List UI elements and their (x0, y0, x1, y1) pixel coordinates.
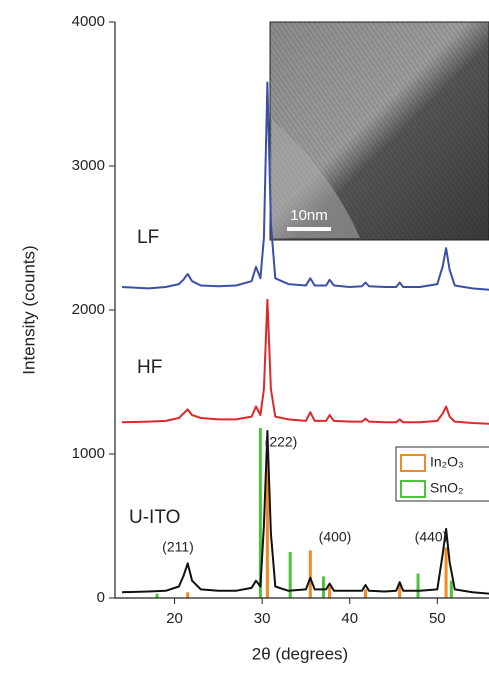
reference-stick (322, 576, 325, 598)
y-tick-label: 3000 (72, 157, 105, 174)
x-axis-label: 2θ (degrees) (252, 644, 348, 663)
x-tick-label: 20 (166, 610, 183, 627)
series-label: LF (137, 227, 159, 248)
y-tick-label: 2000 (72, 301, 105, 318)
x-tick-label: 30 (254, 610, 271, 627)
reference-stick (328, 586, 331, 598)
x-tick-label: 50 (429, 610, 446, 627)
y-tick-label: 4000 (72, 13, 105, 30)
reference-stick (450, 581, 453, 598)
reference-stick (309, 550, 312, 598)
y-tick-label: 0 (97, 589, 105, 606)
legend-label: In₂O₃ (430, 454, 464, 470)
spectrum-line (122, 300, 489, 424)
y-axis-label: Intensity (counts) (19, 245, 38, 374)
tem-inset: 10nm (270, 22, 489, 240)
reference-stick (417, 574, 420, 598)
reference-stick (364, 589, 367, 598)
peak-annotation: (440) (415, 529, 448, 545)
legend: In₂O₃ SnO₂ (396, 447, 489, 501)
peak-annotation: (400) (319, 529, 352, 545)
peak-annotation: (222) (265, 434, 298, 450)
legend-label: SnO₂ (430, 480, 463, 496)
reference-stick (445, 548, 448, 598)
peak-annotation: (211) (162, 539, 194, 555)
y-tick-label: 1000 (72, 445, 105, 462)
scale-label: 10nm (290, 207, 328, 224)
series-label: HF (137, 357, 162, 378)
x-tick-label: 40 (341, 610, 358, 627)
chart: 10nm Intensity (counts) 2θ (degrees) In₂… (0, 0, 489, 669)
reference-stick (156, 594, 159, 598)
series-label: U-ITO (129, 507, 180, 528)
reference-stick (186, 592, 189, 598)
